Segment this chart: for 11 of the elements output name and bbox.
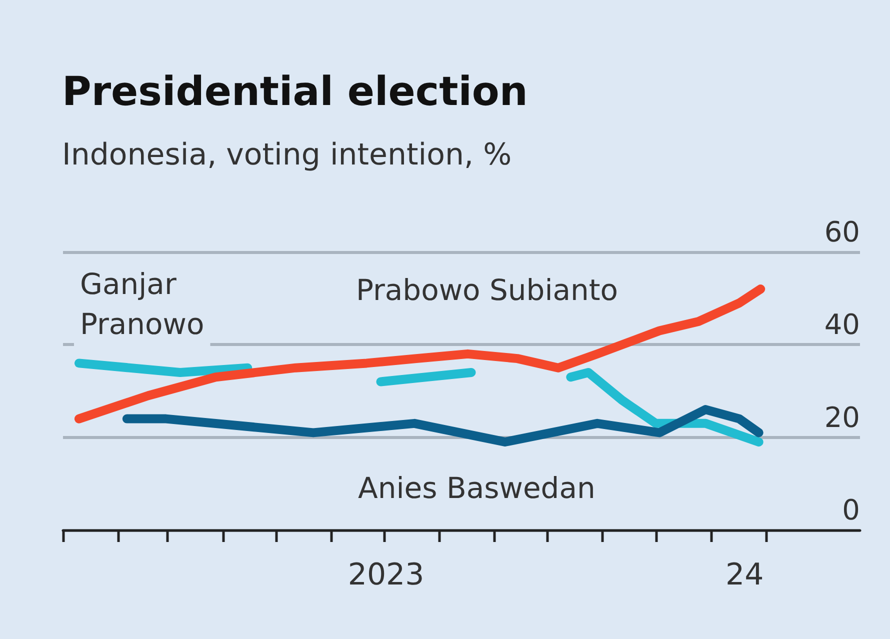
- y-tick-label: 40: [824, 308, 860, 342]
- series-label: Prabowo Subianto: [356, 273, 618, 307]
- x-tick-label: 24: [726, 558, 764, 592]
- y-tick-label: 20: [824, 400, 860, 434]
- series-label: Ganjar Pranowo: [80, 267, 204, 341]
- series-label: Anies Baswedan: [358, 471, 596, 505]
- chart-title: Presidential election: [62, 69, 528, 115]
- y-tick-label: 60: [824, 216, 860, 248]
- x-tick-label: 2023: [348, 558, 424, 592]
- y-tick-label: 0: [842, 494, 860, 526]
- chart-subtitle: Indonesia, voting intention, %: [62, 138, 512, 172]
